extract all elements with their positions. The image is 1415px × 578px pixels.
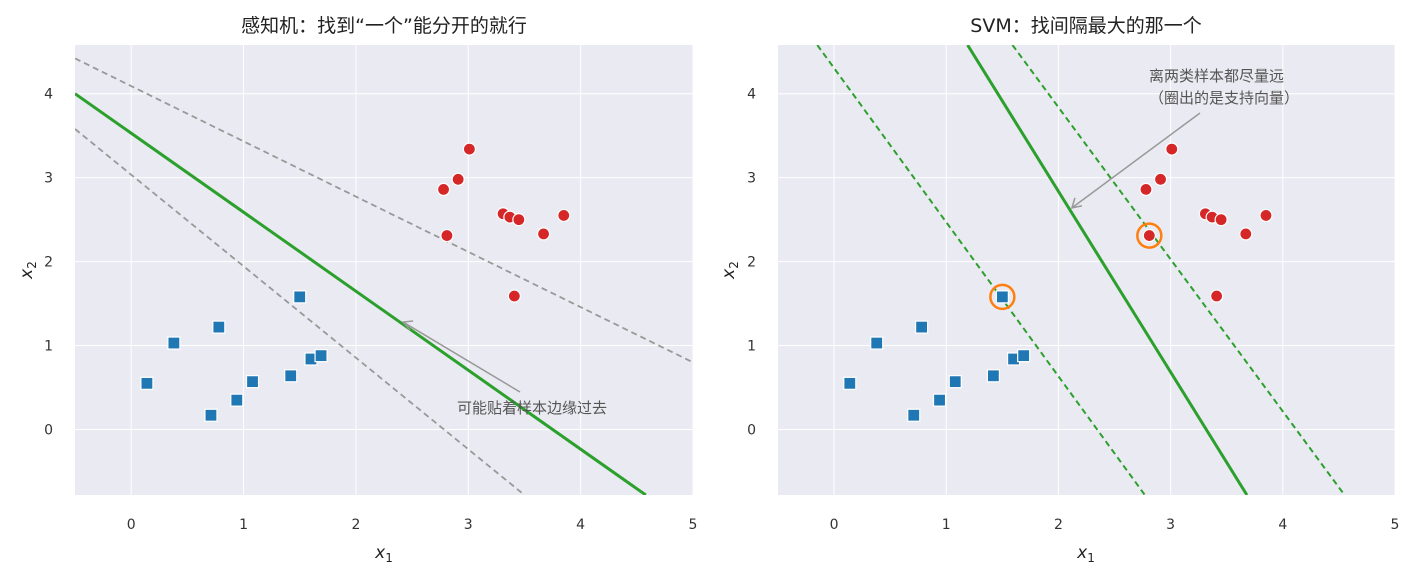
square-point bbox=[230, 393, 244, 407]
data-points bbox=[843, 142, 1273, 422]
x-tick-label: 0 bbox=[830, 517, 839, 533]
square-point bbox=[986, 369, 1000, 383]
decision-boundary-line bbox=[966, 45, 1249, 495]
data-points bbox=[140, 142, 571, 422]
circle-point bbox=[1142, 228, 1156, 243]
square-point bbox=[907, 408, 921, 422]
square-point bbox=[870, 336, 884, 350]
decision-boundary-line bbox=[75, 92, 647, 495]
x-tick-labels: 0 1 2 3 4 5 bbox=[830, 517, 1400, 533]
annotations: 离两类样本都尽量远 （圈出的是支持向量） bbox=[1070, 67, 1299, 209]
margin-line bbox=[75, 128, 526, 495]
square-point bbox=[212, 320, 226, 334]
x-tick-label: 5 bbox=[1391, 517, 1400, 533]
circle-point bbox=[1165, 142, 1179, 156]
x-tick-label: 2 bbox=[1054, 517, 1063, 533]
x-tick-label: 0 bbox=[127, 517, 136, 533]
annotations: 可能贴着样本边缘过去 bbox=[401, 320, 607, 417]
x-axis-label: x1 bbox=[1076, 543, 1095, 565]
circle-point bbox=[1210, 289, 1224, 303]
circle-point bbox=[436, 182, 451, 197]
x-tick-label: 1 bbox=[239, 517, 248, 533]
x-tick-label: 3 bbox=[1166, 517, 1175, 533]
square-point bbox=[314, 349, 328, 363]
x-tick-label: 2 bbox=[351, 517, 360, 533]
y-tick-label: 3 bbox=[44, 171, 53, 187]
annotation-arrow bbox=[1071, 112, 1201, 209]
x-tick-label: 5 bbox=[689, 517, 698, 533]
annotation-text-line2: （圈出的是支持向量） bbox=[1149, 89, 1299, 107]
circle-point bbox=[536, 227, 551, 241]
circle-point bbox=[462, 142, 476, 156]
circle-point bbox=[440, 228, 454, 243]
y-tick-label: 4 bbox=[747, 87, 756, 103]
circle-point bbox=[1153, 172, 1168, 186]
annotation-arrow bbox=[402, 321, 521, 393]
annotation-text: 可能贴着样本边缘过去 bbox=[457, 399, 607, 417]
y-tick-label: 3 bbox=[747, 171, 756, 187]
margin-lines bbox=[816, 45, 1346, 495]
circle-point bbox=[451, 172, 465, 186]
y-tick-label: 2 bbox=[747, 255, 756, 271]
y-axis-label: x2 bbox=[17, 261, 39, 280]
margin-line bbox=[1011, 45, 1346, 495]
x-axis-label: x1 bbox=[374, 543, 393, 565]
y-tick-labels: 0 1 2 3 4 bbox=[44, 87, 53, 439]
circle-point bbox=[512, 213, 526, 227]
circle-point bbox=[557, 208, 571, 223]
svm-panel: SVM：找间隔最大的那一个 离两类样本都尽量远 （圈出的是支持向量） 0 1 2 3 4… bbox=[719, 15, 1399, 565]
x-tick-label: 1 bbox=[942, 517, 951, 533]
square-point bbox=[948, 375, 962, 389]
plot-area bbox=[75, 45, 693, 495]
y-tick-label: 1 bbox=[44, 339, 53, 355]
circle-point bbox=[1239, 227, 1253, 241]
perceptron-panel: 感知机：找到“一个”能分开的就行 可能贴着样本边缘过去 0 1 2 3 4 5 0 1 2 3 4… bbox=[17, 15, 697, 565]
square-point bbox=[167, 336, 181, 350]
square-point bbox=[1017, 349, 1031, 363]
square-point bbox=[204, 408, 218, 422]
y-tick-label: 2 bbox=[44, 255, 53, 271]
y-tick-labels: 0 1 2 3 4 bbox=[747, 87, 756, 439]
square-point bbox=[932, 393, 947, 407]
x-tick-label: 4 bbox=[1278, 517, 1287, 533]
annotation-arrowhead bbox=[1070, 197, 1083, 209]
square-point bbox=[914, 320, 929, 334]
support-vector-rings bbox=[989, 222, 1163, 311]
x-tick-label: 3 bbox=[464, 517, 473, 533]
circle-point bbox=[1139, 182, 1153, 197]
margin-line bbox=[816, 45, 1146, 495]
annotation-text: 离两类样本都尽量远 bbox=[1149, 67, 1284, 85]
grid bbox=[75, 45, 694, 495]
support-vector-ring bbox=[989, 283, 1016, 311]
y-tick-label: 4 bbox=[44, 87, 53, 103]
y-axis-label: x2 bbox=[719, 261, 741, 280]
circle-point bbox=[507, 289, 521, 303]
chart-title: 感知机：找到“一个”能分开的就行 bbox=[241, 15, 527, 37]
square-point bbox=[140, 376, 154, 390]
support-vector-ring bbox=[1136, 222, 1163, 249]
square-point bbox=[245, 375, 260, 389]
plot-area bbox=[778, 45, 1395, 495]
square-point bbox=[843, 376, 857, 390]
margin-line bbox=[75, 57, 693, 364]
x-tick-labels: 0 1 2 3 4 5 bbox=[127, 517, 698, 533]
x-tick-label: 4 bbox=[576, 517, 585, 533]
y-tick-label: 0 bbox=[747, 423, 756, 439]
square-point bbox=[995, 290, 1009, 304]
circle-point bbox=[1259, 208, 1273, 223]
square-point bbox=[284, 369, 298, 383]
y-tick-label: 0 bbox=[44, 423, 53, 439]
annotation-arrowhead bbox=[401, 320, 414, 331]
y-tick-label: 1 bbox=[747, 339, 756, 355]
boundary-lines bbox=[75, 57, 693, 495]
square-point bbox=[293, 290, 307, 304]
circle-point bbox=[1214, 213, 1228, 227]
chart-title: SVM：找间隔最大的那一个 bbox=[970, 15, 1201, 37]
